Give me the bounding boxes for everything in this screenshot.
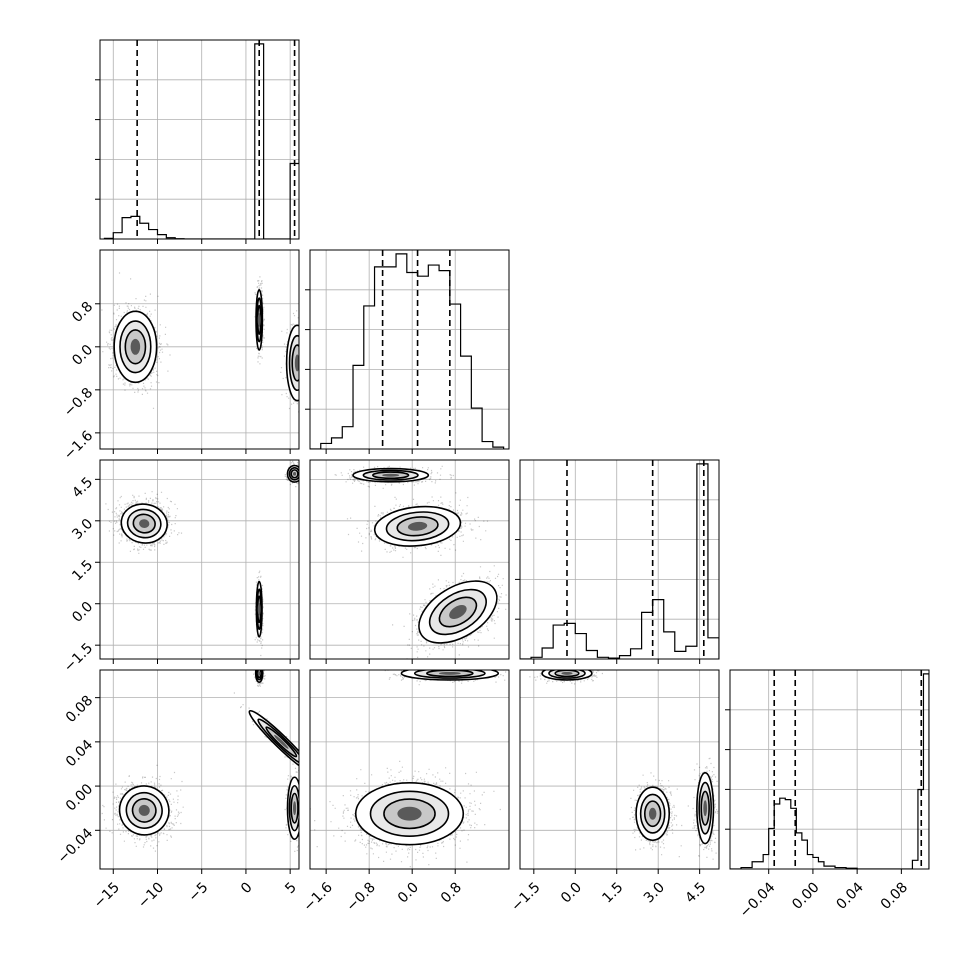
histogram-1: [310, 253, 505, 449]
x-tick-label-3-2: 0.04: [834, 879, 867, 912]
y-tick-label-3-0: −0.04: [55, 825, 97, 867]
panel-2-2: [515, 459, 720, 664]
panel-frame: [309, 249, 510, 450]
x-tick-label-2-3: 3.0: [641, 879, 668, 906]
panel-3-1: −1.6 −0.8 0.0 0.8: [301, 669, 510, 915]
y-tick-label-2-1: 0.0: [69, 599, 96, 626]
contour-2-3: [294, 354, 299, 372]
contour-0-3: [130, 338, 141, 355]
contour-0-3: [561, 671, 573, 675]
x-tick-label-1-1: −0.8: [344, 879, 379, 914]
contour-0-3: [397, 806, 422, 821]
y-tick-label-1-0: −1.6: [61, 428, 96, 463]
scatter-3-1: [310, 670, 507, 868]
panel-3-3: −0.04 0.00 0.04 0.08: [725, 669, 930, 921]
panel-3-0: −15 −10 −5 0 5 −0.04 0.00 0.04 0.08: [55, 669, 300, 912]
contour-0-3: [138, 804, 150, 816]
x-tick-label-1-3: 0.8: [438, 879, 465, 906]
contour-1-3: [407, 521, 428, 531]
y-tick-label-1-3: 0.8: [69, 299, 96, 326]
contour-2-3: [292, 471, 297, 476]
x-tick-label-2-1: 0.0: [558, 879, 585, 906]
panel-frame: [99, 39, 300, 240]
x-tick-label-3-3: 0.08: [878, 879, 911, 912]
x-tick-label-0-4: 5: [282, 879, 300, 897]
panel-frame: [519, 459, 720, 660]
y-tick-label-3-2: 0.04: [63, 737, 96, 770]
x-tick-label-3-0: −0.04: [737, 879, 779, 921]
contour-3-3: [274, 734, 289, 749]
panel-frame: [99, 459, 300, 660]
panel-frame: [729, 669, 930, 870]
x-tick-label-2-2: 1.5: [599, 879, 626, 906]
y-tick-label-3-3: 0.08: [63, 693, 96, 726]
panel-frame: [519, 669, 720, 870]
scatter-3-2: [529, 670, 719, 860]
contour-1-3: [257, 603, 261, 616]
x-tick-label-1-0: −1.6: [301, 879, 336, 914]
contour-1-3: [257, 671, 261, 676]
histogram-3: [730, 673, 929, 869]
y-tick-label-2-0: −1.5: [61, 640, 96, 675]
y-tick-label-1-2: 0.0: [69, 342, 96, 369]
scatter-2-0: [105, 460, 299, 657]
panel-frame: [309, 459, 510, 660]
x-tick-label-0-2: −5: [186, 879, 212, 905]
x-tick-label-2-0: −1.5: [508, 879, 543, 914]
panel-1-0: −1.6 −0.8 0.0 0.8: [61, 249, 300, 463]
contour-2-3: [449, 605, 467, 619]
y-tick-label-2-4: 4.5: [69, 474, 96, 501]
contour-1-3: [438, 671, 461, 675]
x-tick-label-0-0: −15: [91, 879, 123, 911]
panel-1-1: [305, 249, 510, 454]
scatter-2-1: [334, 465, 507, 659]
panel-frame: [99, 669, 300, 870]
contour-2-3: [703, 800, 708, 817]
x-tick-label-3-1: 0.00: [789, 879, 822, 912]
panel-0-0: [95, 39, 300, 244]
panel-2-0: −1.5 0.0 1.5 3.0 4.5: [61, 459, 300, 676]
scatter-points-3: [233, 692, 299, 773]
panel-frame: [99, 249, 300, 450]
scatter-3-0: [101, 670, 299, 852]
y-tick-label-1-1: −0.8: [61, 385, 96, 420]
contour-1-3: [648, 807, 657, 820]
x-tick-label-2-4: 4.5: [682, 879, 709, 906]
contour-1-3: [257, 313, 261, 327]
x-tick-label-1-2: 0.0: [395, 879, 422, 906]
panel-2-1: [309, 459, 510, 664]
contour-2-3: [292, 801, 297, 816]
panel-3-2: −1.5 0.0 1.5 3.0 4.5: [508, 669, 720, 915]
scatter-1-0: [101, 272, 299, 413]
y-tick-label-3-1: 0.00: [63, 781, 96, 814]
histogram-2: [520, 463, 719, 659]
x-tick-label-0-3: 0: [238, 879, 256, 897]
contour-0-3: [382, 473, 400, 477]
contour-0-3: [139, 519, 150, 528]
x-tick-label-0-1: −10: [135, 879, 167, 911]
y-tick-label-2-3: 3.0: [69, 516, 96, 543]
panel-frame: [309, 669, 510, 870]
y-tick-label-2-2: 1.5: [69, 557, 96, 584]
